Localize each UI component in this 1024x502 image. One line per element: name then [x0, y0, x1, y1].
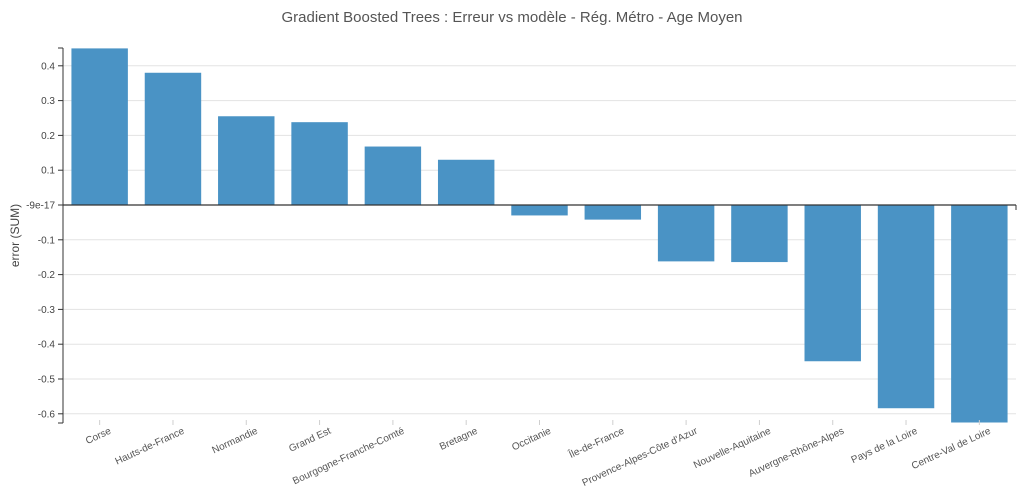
bar[interactable]: [804, 205, 861, 362]
x-tick-label: Île-de-France: [566, 424, 627, 462]
y-tick-label: -0.4: [38, 340, 56, 351]
y-tick-label: -0.5: [38, 375, 56, 386]
y-tick-label: 0.1: [41, 166, 55, 177]
x-tick-label: Corse: [84, 426, 113, 447]
y-tick-label: -0.2: [38, 270, 56, 281]
bar[interactable]: [877, 205, 935, 409]
bar[interactable]: [731, 205, 788, 263]
bar[interactable]: [951, 205, 1008, 423]
x-tick-label: Pays de la Loire: [850, 426, 920, 466]
y-tick-label: -0.6: [38, 409, 56, 420]
y-tick-label: -9e-17: [26, 201, 55, 212]
y-tick-label: 0.2: [41, 131, 55, 142]
bar[interactable]: [291, 122, 348, 205]
y-tick-label: -0.1: [38, 235, 56, 246]
bar[interactable]: [364, 146, 422, 205]
x-tick-label: Hauts-de-France: [114, 426, 187, 468]
x-tick-label: Centre-Val de Loire: [910, 426, 993, 472]
x-tick-label: Provence-Alpes-Côte d'Azur: [581, 425, 700, 488]
y-axis-title: error (SUM): [8, 204, 22, 267]
x-tick-label: Grand Est: [287, 426, 333, 455]
bar[interactable]: [657, 205, 715, 262]
y-tick-label: 0.3: [41, 96, 55, 107]
x-tick-label: Occitanie: [510, 426, 553, 454]
bar[interactable]: [71, 48, 128, 206]
bar[interactable]: [437, 159, 495, 205]
chart-title: Gradient Boosted Trees : Erreur vs modèl…: [281, 9, 743, 26]
y-tick-label: -0.3: [38, 305, 56, 316]
x-tick-label: Bretagne: [438, 426, 480, 453]
y-tick-label: 0.4: [41, 61, 55, 72]
bar[interactable]: [144, 72, 202, 205]
bar[interactable]: [218, 116, 275, 205]
bar[interactable]: [584, 205, 642, 220]
x-tick-label: Normandie: [211, 426, 260, 457]
bar[interactable]: [511, 205, 568, 216]
